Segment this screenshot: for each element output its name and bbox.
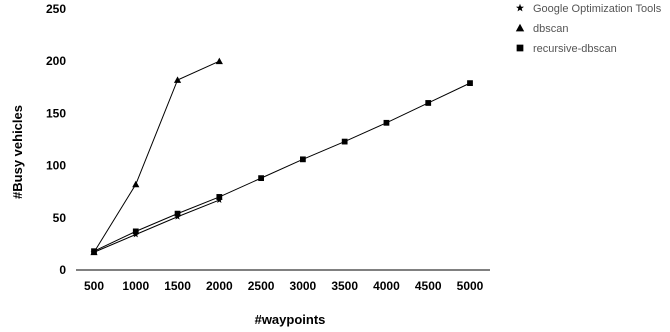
legend-marker — [515, 23, 525, 32]
legend-item: Google Optimization Tools — [516, 3, 662, 15]
data-point — [341, 138, 348, 145]
series-line — [93, 199, 220, 253]
legend-label: Google Optimization Tools — [533, 3, 662, 15]
y-tick-label: 50 — [53, 211, 67, 225]
data-point — [216, 194, 223, 200]
x-axis-ticks: 500 1000 1500 2000 2500 3000 3500 4000 4500 5000 — [84, 279, 484, 293]
data-point — [215, 57, 223, 65]
data-point — [258, 175, 264, 182]
legend-label: dbscan — [533, 23, 568, 35]
x-tick-label: 2000 — [206, 279, 233, 293]
y-tick-label: 0 — [59, 263, 66, 277]
series-layer — [90, 57, 473, 256]
series-recursive-dbscan — [91, 80, 473, 255]
data-point — [132, 180, 140, 188]
y-tick-label: 100 — [46, 159, 66, 173]
y-tick-label: 250 — [46, 2, 66, 16]
x-tick-label: 4500 — [415, 279, 442, 293]
data-point — [383, 119, 390, 126]
legend-marker — [516, 44, 524, 52]
data-point — [173, 76, 182, 83]
x-tick-label: 1000 — [122, 279, 149, 293]
x-tick-label: 3500 — [331, 279, 358, 293]
data-point — [425, 100, 432, 106]
y-tick-label: 200 — [46, 54, 66, 68]
data-point — [467, 80, 473, 87]
y-axis-ticks: 0 50 100 150 200 250 — [46, 2, 66, 277]
series-line — [93, 60, 220, 253]
legend-label: recursive-dbscan — [533, 43, 617, 55]
data-point — [91, 248, 97, 255]
x-tick-label: 2500 — [248, 279, 275, 293]
series-line — [93, 82, 471, 252]
data-point — [300, 156, 306, 163]
x-tick-label: 5000 — [457, 279, 484, 293]
legend-item: dbscan — [515, 23, 568, 35]
data-point — [174, 210, 181, 217]
legend-marker — [516, 3, 524, 12]
x-tick-label: 3000 — [290, 279, 317, 293]
x-tick-label: 1500 — [164, 279, 191, 293]
x-tick-label: 4000 — [373, 279, 400, 293]
data-point — [132, 228, 139, 235]
y-tick-label: 150 — [46, 106, 66, 120]
x-tick-label: 500 — [84, 279, 104, 293]
y-axis-title: #Busy vehicles — [10, 105, 25, 199]
x-axis-title: #waypoints — [255, 312, 326, 327]
legend-item: recursive-dbscan — [516, 43, 617, 55]
legend: Google Optimization Tools dbscan recursive… — [515, 3, 662, 55]
